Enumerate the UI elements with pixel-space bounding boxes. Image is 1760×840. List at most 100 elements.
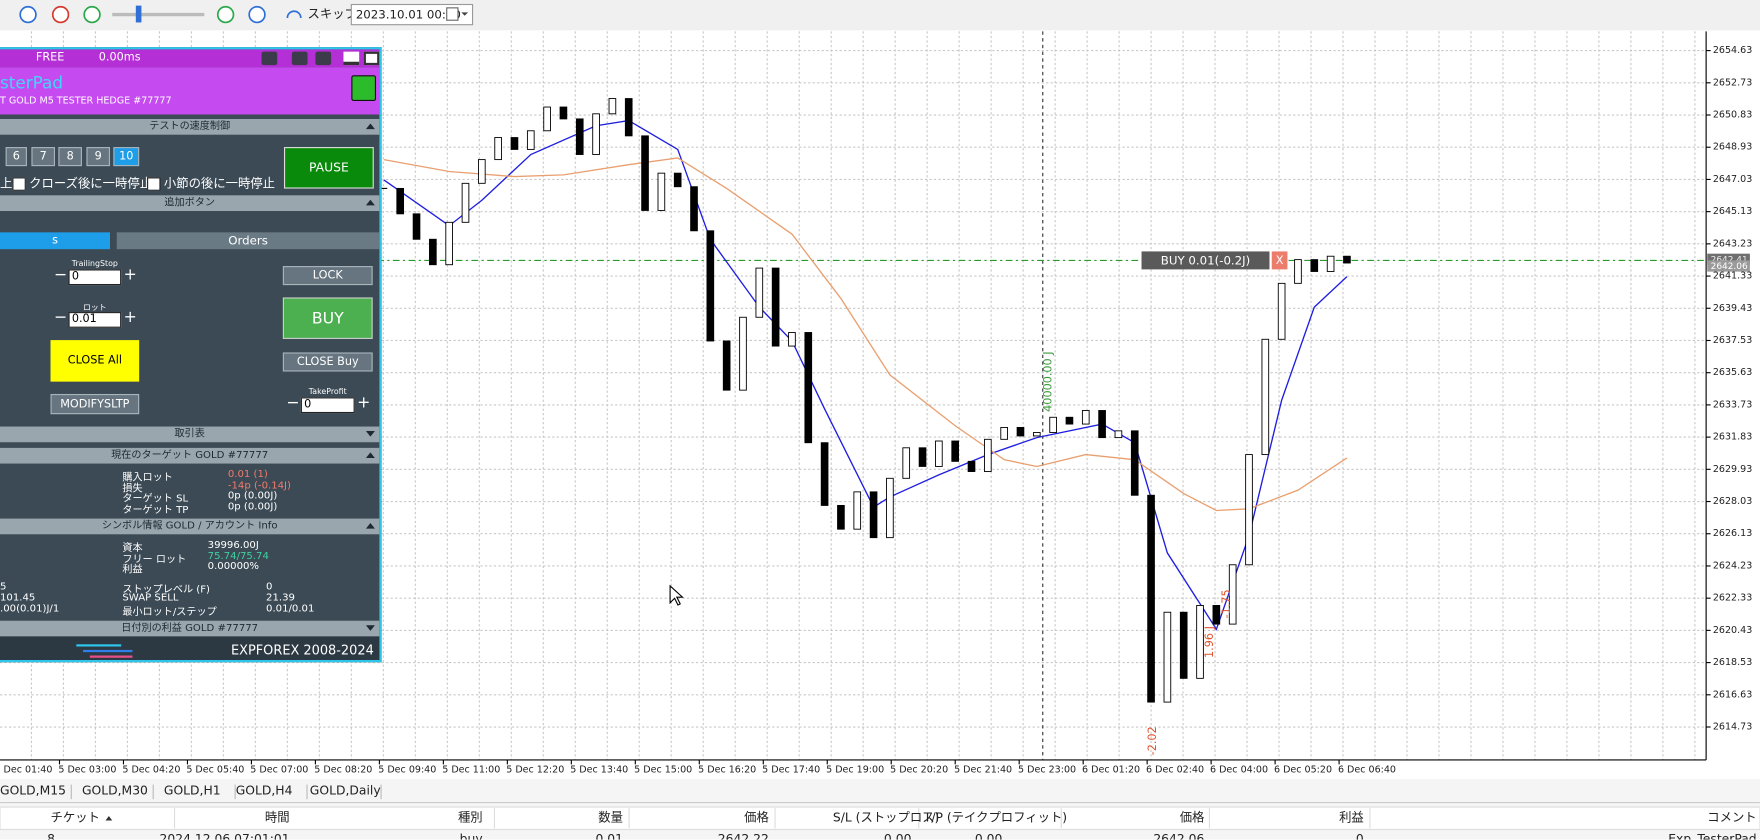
plus-button[interactable]: + [357, 393, 371, 412]
input[interactable]: 0 [300, 397, 355, 414]
symbol-tab[interactable]: GOLD,M30 [81, 783, 148, 799]
column-separator [774, 808, 776, 829]
settings-icon[interactable] [315, 51, 332, 66]
candle [1130, 430, 1139, 496]
section-toggle[interactable] [365, 123, 375, 130]
y-tick-label: 2650.83 [1713, 110, 1752, 121]
minus-button[interactable]: − [286, 393, 300, 412]
date-box[interactable] [350, 3, 474, 26]
speed-button[interactable]: 7 [31, 147, 56, 167]
candle [445, 221, 453, 266]
column-header[interactable]: 利益 [1339, 810, 1364, 826]
speed-button[interactable]: 10 [113, 147, 140, 167]
y-tick-label: 2648.93 [1713, 142, 1752, 153]
candle [1098, 410, 1106, 439]
column-header[interactable]: T/P (テイクプロフィット) [923, 810, 1068, 826]
dropdown-arrow[interactable] [461, 12, 469, 16]
info-value: 0 [266, 581, 273, 593]
pause-button[interactable]: PAUSE [283, 147, 374, 189]
date-value[interactable]: 2023.10.01 00:00 [356, 8, 461, 22]
input[interactable]: 0.01 [68, 312, 122, 328]
moving-average [383, 157, 1348, 512]
candle [494, 137, 502, 161]
x-tick-label: 5 Dec 15:00 [634, 765, 692, 776]
candle [673, 172, 682, 188]
checkbox[interactable] [147, 177, 161, 191]
minus-button[interactable]: − [54, 266, 68, 284]
speed-slider-thumb[interactable] [135, 5, 142, 23]
x-tick-label: 6 Dec 04:00 [1210, 765, 1268, 776]
buy-button[interactable]: BUY [282, 297, 373, 339]
candle [592, 113, 600, 155]
column-header[interactable]: S/L (ストップロス) [832, 810, 940, 826]
column-header[interactable]: 価格 [1179, 810, 1205, 826]
speed-button[interactable]: 9 [86, 147, 111, 167]
tab[interactable]: s [0, 232, 111, 250]
symbol-tab[interactable]: GOLD,M15 [0, 783, 66, 799]
close-button[interactable] [363, 51, 380, 66]
column-separator [493, 808, 496, 829]
symbol-tab[interactable]: GOLD,H1 [163, 783, 221, 799]
minimize-button[interactable] [343, 51, 360, 66]
section-header: 取引表 [0, 426, 380, 443]
y-tick-label: 2637.53 [1713, 335, 1752, 346]
trade-annotation: 1.96 J [1203, 626, 1216, 658]
symbol-tab[interactable]: GOLD,H4 [235, 783, 293, 799]
checkbox-label: 小節の後に一時停止 [163, 176, 275, 191]
order-close-box[interactable] [1271, 251, 1288, 270]
column-header[interactable]: コメント [1707, 810, 1757, 826]
modify-button[interactable]: MODIFYSLTP [50, 393, 140, 415]
section-toggle[interactable] [365, 431, 375, 437]
lock-button[interactable]: LOCK [282, 266, 373, 286]
calendar-icon[interactable] [446, 7, 459, 21]
input[interactable]: 0 [68, 269, 122, 286]
close-all-button[interactable]: CLOSE All [50, 340, 140, 382]
skip-label[interactable]: スキップ [308, 7, 358, 21]
minus-button[interactable]: − [54, 308, 68, 327]
table-cell: 2642.06 [1153, 831, 1205, 840]
info-icon[interactable] [261, 51, 278, 66]
tab-separator [234, 784, 236, 800]
column-header[interactable]: 価格 [744, 810, 769, 826]
info-value: 75.74/75.74 [207, 550, 269, 562]
info-value: 0p (0.00J) [227, 490, 278, 502]
panel-title: sterPad [0, 72, 64, 94]
rewind-button[interactable] [83, 5, 101, 24]
section-toggle[interactable] [365, 523, 375, 529]
smiley[interactable] [351, 75, 377, 102]
skip-end-button[interactable] [248, 5, 266, 24]
close-buy-button[interactable]: CLOSE Buy [282, 352, 373, 372]
order-label-box[interactable] [1141, 251, 1270, 270]
checkbox[interactable] [12, 177, 26, 191]
table-cell: 8 [47, 831, 56, 840]
section-toggle[interactable] [365, 452, 375, 458]
plus-button[interactable]: + [123, 266, 137, 284]
speed-button[interactable]: 6 [5, 147, 27, 167]
section-toggle[interactable] [365, 199, 375, 206]
x-tick-label: 5 Dec 20:20 [890, 765, 948, 776]
y-tick-label: 2654.63 [1713, 45, 1752, 56]
forward-button[interactable] [216, 5, 235, 24]
column-header[interactable]: 種別 [457, 810, 483, 826]
candle [526, 130, 535, 150]
pause-button[interactable] [19, 5, 37, 24]
column-header[interactable]: 数量 [598, 810, 623, 826]
column-header[interactable]: チケット [50, 810, 100, 826]
plus-button[interactable]: + [123, 308, 137, 327]
info-value: 0.01/0.01 [266, 603, 315, 616]
info-value: 5 [0, 581, 7, 593]
candle [722, 340, 731, 391]
column-header[interactable]: 時間 [264, 810, 290, 826]
order-close[interactable]: X [1276, 254, 1284, 267]
table-cell: 0.00 [974, 831, 1003, 840]
candle [984, 438, 992, 472]
x-tick-label: 5 Dec 12:20 [506, 765, 564, 776]
section-toggle[interactable] [365, 625, 375, 631]
order-label[interactable]: BUY 0.01(-0.2J) [1161, 253, 1250, 267]
speed-button[interactable]: 8 [58, 147, 82, 167]
symbol-tab[interactable]: GOLD,Daily [309, 783, 381, 799]
stop-button[interactable] [51, 5, 70, 24]
tab[interactable]: Orders [116, 232, 380, 250]
help-icon[interactable] [291, 51, 308, 66]
series-layer [380, 98, 1351, 703]
